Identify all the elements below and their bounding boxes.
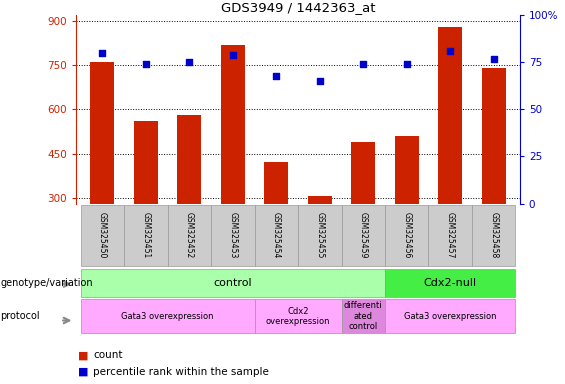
Text: count: count — [93, 350, 123, 360]
Text: GSM325457: GSM325457 — [446, 212, 455, 258]
Text: GSM325454: GSM325454 — [272, 212, 281, 258]
Text: percentile rank within the sample: percentile rank within the sample — [93, 367, 269, 377]
Text: Gata3 overexpression: Gata3 overexpression — [404, 312, 497, 321]
FancyBboxPatch shape — [255, 205, 298, 266]
FancyBboxPatch shape — [385, 205, 428, 266]
Bar — [264, 162, 288, 204]
Text: genotype/variation: genotype/variation — [1, 278, 93, 288]
Text: GSM325452: GSM325452 — [185, 212, 194, 258]
FancyBboxPatch shape — [428, 205, 472, 266]
Bar — [90, 62, 114, 204]
FancyBboxPatch shape — [81, 205, 124, 266]
FancyBboxPatch shape — [341, 300, 385, 333]
Text: GSM325455: GSM325455 — [315, 212, 324, 258]
Text: ■: ■ — [78, 350, 89, 360]
Text: control: control — [214, 278, 252, 288]
Bar — [308, 196, 332, 204]
Bar — [134, 121, 158, 204]
Title: GDS3949 / 1442363_at: GDS3949 / 1442363_at — [221, 1, 375, 14]
Point — [98, 50, 107, 56]
FancyBboxPatch shape — [472, 205, 515, 266]
Text: differenti
ated
control: differenti ated control — [344, 301, 383, 331]
Text: Gata3 overexpression: Gata3 overexpression — [121, 312, 214, 321]
Text: GSM325459: GSM325459 — [359, 212, 368, 258]
FancyBboxPatch shape — [385, 300, 515, 333]
Bar — [351, 142, 375, 204]
Bar — [482, 68, 506, 204]
Point — [315, 78, 324, 84]
Point — [185, 59, 194, 65]
Text: GSM325453: GSM325453 — [228, 212, 237, 258]
Text: GSM325456: GSM325456 — [402, 212, 411, 258]
FancyBboxPatch shape — [81, 300, 255, 333]
Text: GSM325451: GSM325451 — [141, 212, 150, 258]
Text: protocol: protocol — [1, 311, 40, 321]
Point — [402, 61, 411, 67]
Point — [141, 61, 150, 67]
FancyBboxPatch shape — [298, 205, 341, 266]
Text: GSM325450: GSM325450 — [98, 212, 107, 258]
FancyBboxPatch shape — [81, 268, 385, 297]
Point — [446, 48, 455, 54]
Point — [359, 61, 368, 67]
FancyBboxPatch shape — [255, 300, 341, 333]
FancyBboxPatch shape — [168, 205, 211, 266]
Text: GSM325458: GSM325458 — [489, 212, 498, 258]
Text: Cdx2-null: Cdx2-null — [424, 278, 477, 288]
FancyBboxPatch shape — [211, 205, 255, 266]
Bar — [395, 136, 419, 204]
Bar — [221, 45, 245, 204]
Point — [272, 73, 281, 79]
FancyBboxPatch shape — [341, 205, 385, 266]
Text: Cdx2
overexpression: Cdx2 overexpression — [266, 306, 331, 326]
Bar — [177, 115, 201, 204]
FancyBboxPatch shape — [385, 268, 515, 297]
Point — [228, 52, 237, 58]
FancyBboxPatch shape — [124, 205, 168, 266]
Text: ■: ■ — [78, 367, 89, 377]
Point — [489, 56, 498, 62]
Bar — [438, 27, 462, 204]
